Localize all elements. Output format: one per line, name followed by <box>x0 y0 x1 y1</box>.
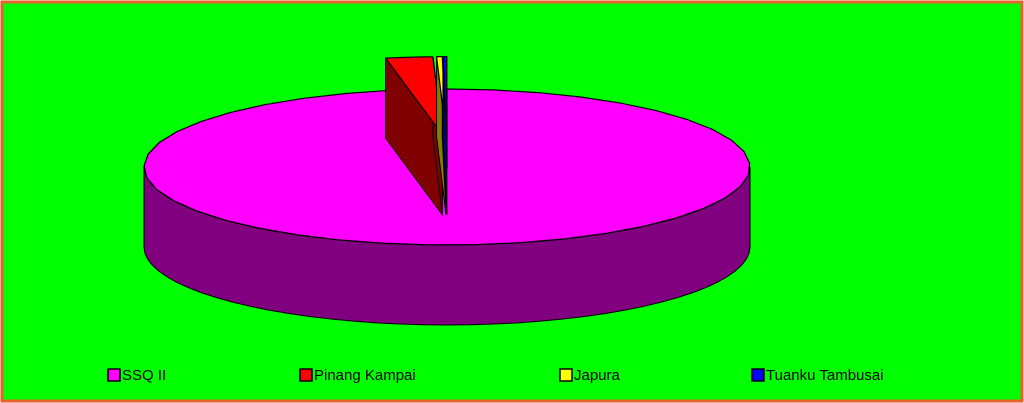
legend-label: Tuanku Tambusai <box>766 367 884 384</box>
legend-label: SSQ II <box>122 367 166 384</box>
slice <box>385 56 444 137</box>
legend-swatch <box>751 368 765 382</box>
legend-swatch <box>299 368 313 382</box>
legend-swatch <box>107 368 121 382</box>
legend-label: Japura <box>574 367 621 384</box>
legend-swatch <box>559 368 573 382</box>
slice <box>442 55 448 135</box>
legend-label: Pinang Kampai <box>314 367 416 384</box>
